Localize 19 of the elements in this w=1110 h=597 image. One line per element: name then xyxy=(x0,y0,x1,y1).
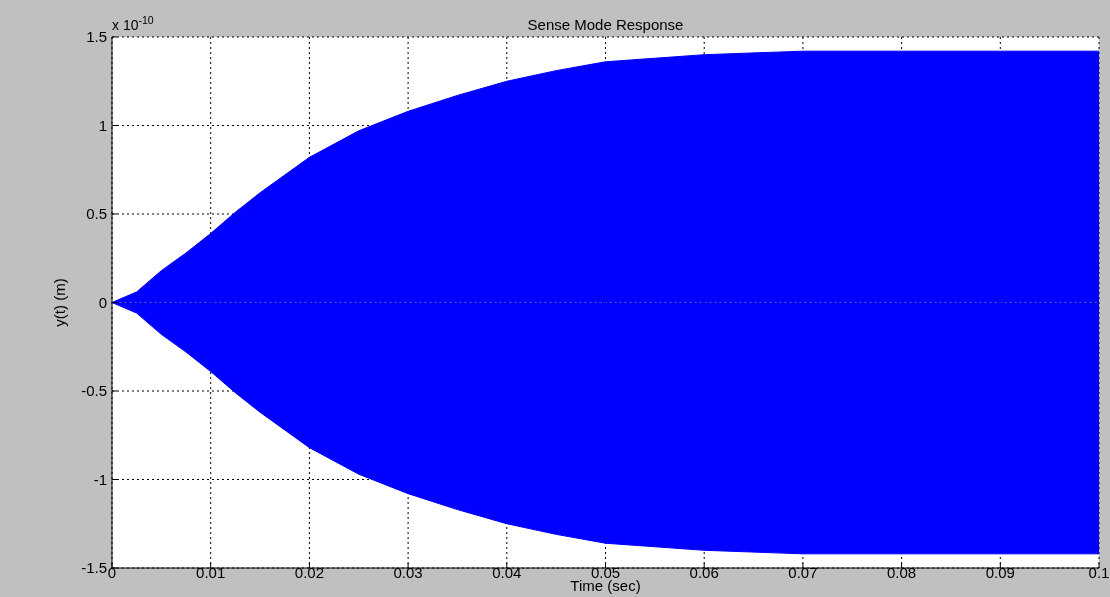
text: x 10$^{-10}$ xyxy=(112,14,154,33)
x-tick-label: 0.1 xyxy=(1088,563,1110,581)
x-tick-label: 0.09 xyxy=(985,563,1015,581)
chart-title: Sense Mode Response xyxy=(527,16,684,33)
y-axis-title: y(t) (m) xyxy=(51,278,69,327)
x-tick-label: 0.02 xyxy=(294,563,324,581)
x-tick-label: 0.04 xyxy=(492,563,522,581)
x-tick-label: 0.03 xyxy=(393,563,423,581)
x-tick-label: 0.07 xyxy=(788,563,818,581)
y-tick-label: 1.5 xyxy=(86,28,107,46)
x-tick-label: 0.01 xyxy=(196,563,226,581)
y-tick-label: -0.5 xyxy=(81,382,107,400)
y-tick-label: 0.5 xyxy=(86,205,107,223)
y-tick-label: 0 xyxy=(98,293,107,311)
x-tick-label: 0.08 xyxy=(887,563,917,581)
y-tick-label: -1 xyxy=(93,470,107,488)
y-tick-label: 1 xyxy=(98,116,107,134)
y-tick-label: -1.5 xyxy=(81,559,107,577)
x-tick-label: 0.06 xyxy=(689,563,719,581)
